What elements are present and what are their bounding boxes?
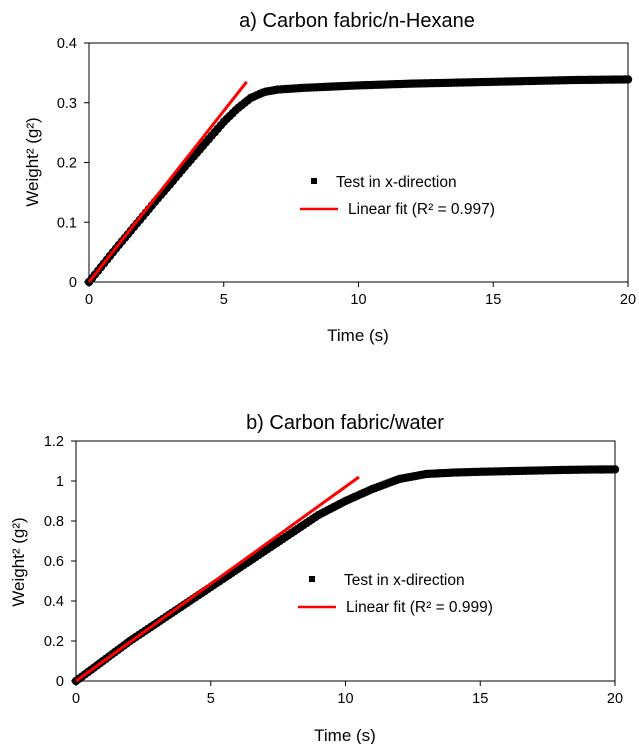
chart-b-ticks: 0 5 10 15 20 0 0.2 0.4 0.6 0.8 1 1.2 [44, 434, 623, 707]
chart-a-title: a) Carbon fabric/n-Hexane [239, 10, 475, 32]
chart-b-legend-label-test: Test in x-direction [344, 572, 465, 589]
chart-a-legend-label-fit: Linear fit (R² = 0.997) [348, 201, 495, 218]
chart-b-x-tick-label: 0 [72, 691, 80, 707]
chart-b: b) Carbon fabric/water 0 5 10 15 20 0 0.2 0.4 0.… [9, 412, 623, 744]
chart-a: a) Carbon fabric/n-Hexane 0 5 10 15 20 0 0.1 0.… [23, 10, 636, 345]
chart-a-data-point [623, 75, 633, 84]
chart-a-y-tick-label: 0.2 [57, 156, 77, 172]
chart-a-y-axis-label: Weight² (g²) [23, 117, 42, 206]
chart-a-legend: Test in x-direction Linear fit (R² = 0.9… [300, 174, 495, 218]
chart-b-y-axis-label: Weight² (g²) [9, 517, 28, 606]
chart-a-x-tick-label: 0 [85, 292, 93, 308]
chart-b-y-tick-label: 0.4 [44, 594, 64, 610]
chart-b-legend-marker-test [309, 576, 315, 582]
chart-a-x-tick-label: 5 [220, 292, 228, 308]
chart-a-y-tick-label: 0.1 [57, 215, 77, 231]
chart-b-linear-fit-line [75, 475, 360, 683]
chart-b-x-tick-label: 20 [607, 691, 623, 707]
chart-b-legend-label-fit: Linear fit (R² = 0.999) [346, 599, 493, 616]
chart-b-y-tick-label: 1.2 [44, 434, 64, 450]
chart-b-y-tick-label: 0.2 [44, 634, 64, 650]
chart-b-plot-frame [75, 440, 616, 682]
chart-b-marks [71, 465, 620, 686]
chart-b-x-tick-label: 5 [207, 691, 215, 707]
chart-a-y-tick-label: 0.3 [57, 96, 77, 112]
chart-b-data-point [610, 465, 620, 474]
chart-b-y-tick-label: 0 [56, 674, 64, 690]
chart-b-title: b) Carbon fabric/water [246, 412, 444, 434]
chart-a-x-tick-label: 15 [485, 292, 501, 308]
chart-a-legend-label-test: Test in x-direction [336, 174, 457, 191]
chart-b-y-tick-label: 1 [56, 474, 64, 490]
chart-a-marks [84, 75, 633, 287]
chart-a-legend-marker-test [311, 178, 317, 184]
chart-b-x-tick-label: 10 [337, 691, 353, 707]
chart-a-x-tick-label: 20 [620, 292, 636, 308]
chart-b-x-tick-label: 15 [472, 691, 488, 707]
chart-a-linear-fit-line [87, 80, 248, 283]
chart-b-y-tick-label: 0.8 [44, 514, 64, 530]
chart-b-y-tick-label: 0.6 [44, 554, 64, 570]
chart-b-x-axis-label: Time (s) [314, 726, 376, 744]
chart-a-x-tick-label: 10 [350, 292, 366, 308]
chart-a-y-tick-label: 0 [69, 275, 77, 291]
chart-b-legend: Test in x-direction Linear fit (R² = 0.9… [298, 572, 493, 616]
chart-a-x-axis-label: Time (s) [327, 326, 389, 345]
chart-a-y-tick-label: 0.4 [57, 36, 77, 52]
